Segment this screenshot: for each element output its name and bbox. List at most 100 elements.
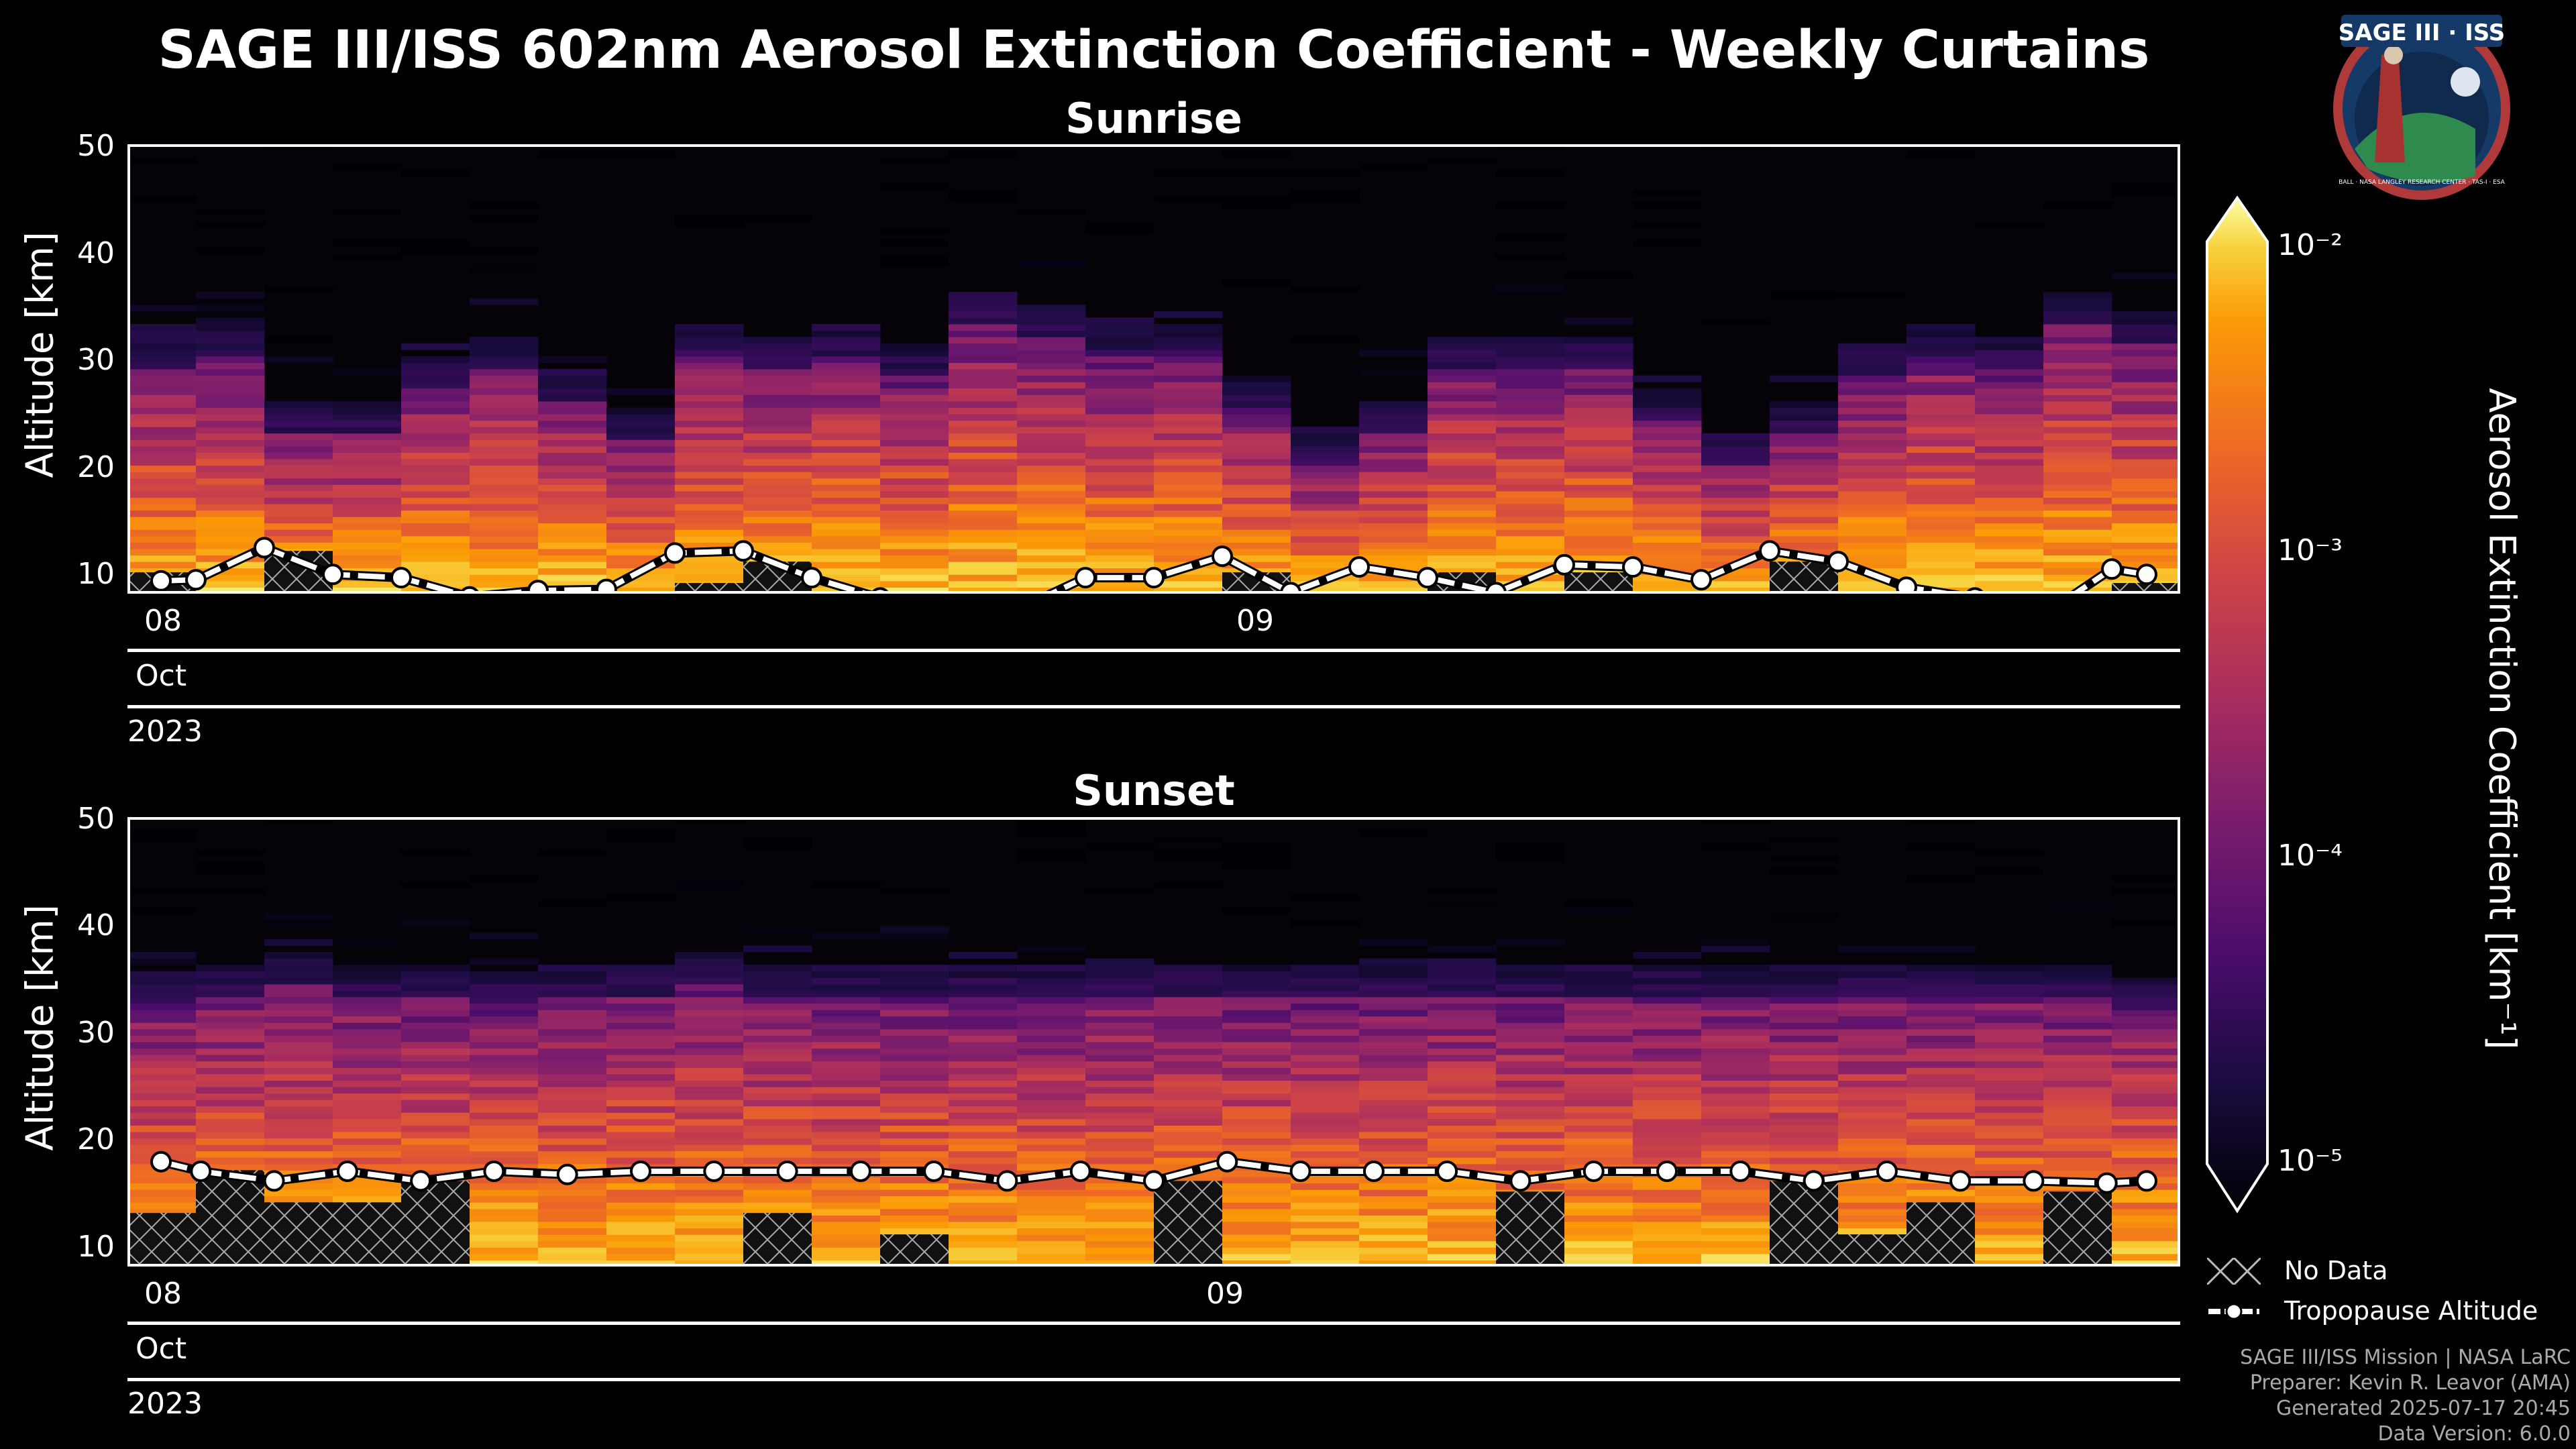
heatmap-cell bbox=[1701, 497, 1770, 504]
heatmap-cell bbox=[1564, 1240, 1633, 1248]
heatmap-cell bbox=[880, 427, 949, 434]
heatmap-cell bbox=[1633, 1028, 1702, 1036]
heatmap-cell bbox=[812, 1253, 881, 1260]
heatmap-cell bbox=[1291, 465, 1360, 472]
heatmap-cell bbox=[1770, 465, 1839, 472]
sunset-year-label: 2023 bbox=[127, 1387, 203, 1421]
heatmap-cell bbox=[812, 1157, 881, 1165]
heatmap-cell bbox=[1359, 990, 1428, 998]
heatmap-cell bbox=[1291, 484, 1360, 492]
heatmap-cell bbox=[401, 1028, 470, 1036]
heatmap-cell bbox=[196, 445, 265, 453]
heatmap-cell bbox=[1496, 1157, 1565, 1165]
heatmap-cell bbox=[1222, 375, 1291, 382]
heatmap-cell bbox=[1222, 1042, 1291, 1049]
heatmap-cell bbox=[1701, 977, 1770, 985]
sunrise-month-axis bbox=[127, 649, 2180, 652]
heatmap-cell bbox=[949, 971, 1018, 978]
heatmap-cell bbox=[2112, 1003, 2180, 1010]
heatmap-cell bbox=[949, 1228, 1018, 1235]
heatmap-cell bbox=[1564, 1157, 1633, 1165]
heatmap-cell bbox=[949, 1016, 1018, 1023]
heatmap-cell bbox=[949, 305, 1018, 312]
heatmap-cell bbox=[675, 1189, 744, 1197]
heatmap-cell bbox=[1359, 1099, 1428, 1107]
heatmap-cell bbox=[606, 433, 676, 440]
heatmap-cell bbox=[880, 523, 949, 530]
heatmap-cell bbox=[1838, 523, 1907, 530]
heatmap-cell bbox=[812, 517, 881, 524]
heatmap-cell bbox=[1496, 1118, 1565, 1126]
heatmap-cell bbox=[1222, 1202, 1291, 1210]
heatmap-cell bbox=[538, 1208, 607, 1216]
heatmap-cell bbox=[1975, 1170, 2044, 1177]
heatmap-cell bbox=[1633, 510, 1702, 517]
heatmap-cell bbox=[1359, 1183, 1428, 1190]
heatmap-cell bbox=[264, 285, 333, 292]
heatmap-cell bbox=[1359, 1189, 1428, 1197]
tropopause-point bbox=[190, 1161, 212, 1182]
heatmap-cell bbox=[538, 420, 607, 427]
heatmap-cell bbox=[1428, 504, 1497, 511]
heatmap-cell bbox=[743, 1183, 812, 1190]
heatmap-cell bbox=[1359, 997, 1428, 1004]
heatmap-cell bbox=[743, 388, 812, 395]
heatmap-cell bbox=[1770, 1048, 1839, 1055]
heatmap-cell bbox=[1017, 305, 1086, 312]
heatmap-cell bbox=[1291, 1042, 1360, 1049]
heatmap-cell bbox=[1017, 823, 1086, 830]
heatmap-cell bbox=[1770, 497, 1839, 504]
heatmap-cell bbox=[1154, 1118, 1223, 1126]
heatmap-cell bbox=[812, 971, 881, 978]
heatmap-cell bbox=[2043, 497, 2112, 504]
heatmap-cell bbox=[1222, 1106, 1291, 1113]
heatmap-cell bbox=[538, 1240, 607, 1248]
heatmap-cell bbox=[812, 977, 881, 985]
heatmap-cell bbox=[1428, 542, 1497, 549]
heatmap-cell bbox=[1701, 1228, 1770, 1235]
heatmap-cell bbox=[1564, 1028, 1633, 1036]
heatmap-cell bbox=[1154, 1144, 1223, 1152]
heatmap-cell bbox=[880, 369, 949, 376]
heatmap-cell bbox=[1496, 542, 1565, 549]
heatmap-cell bbox=[1633, 1073, 1702, 1081]
heatmap-cell bbox=[196, 977, 265, 985]
heatmap-cell bbox=[196, 862, 265, 869]
heatmap-cell bbox=[264, 1118, 333, 1126]
heatmap-cell bbox=[1085, 958, 1155, 965]
heatmap-cell bbox=[2112, 1022, 2180, 1030]
heatmap-cell bbox=[1975, 1222, 2044, 1229]
heatmap-cell bbox=[333, 1010, 402, 1017]
heatmap-cell bbox=[949, 1150, 1018, 1158]
heatmap-cell bbox=[880, 1022, 949, 1030]
heatmap-cell bbox=[1428, 388, 1497, 395]
heatmap-cell bbox=[949, 1028, 1018, 1036]
heatmap-cell bbox=[1701, 452, 1770, 460]
heatmap-cell bbox=[675, 343, 744, 350]
heatmap-cell bbox=[949, 439, 1018, 447]
heatmap-cell bbox=[1701, 478, 1770, 485]
heatmap-cell bbox=[470, 1132, 539, 1139]
heatmap-cell bbox=[401, 529, 470, 537]
heatmap-cell bbox=[1359, 490, 1428, 498]
heatmap-cell bbox=[606, 529, 676, 537]
heatmap-cell bbox=[1085, 1215, 1155, 1222]
heatmap-cell bbox=[470, 1016, 539, 1023]
heatmap-cell bbox=[949, 420, 1018, 427]
heatmap-cell bbox=[1564, 317, 1633, 325]
heatmap-cell bbox=[1085, 535, 1155, 543]
heatmap-cell bbox=[1359, 1138, 1428, 1145]
heatmap-cell bbox=[1017, 260, 1086, 267]
heatmap-cell bbox=[1085, 1195, 1155, 1203]
heatmap-cell bbox=[1428, 356, 1497, 363]
heatmap-cell bbox=[1496, 971, 1565, 978]
heatmap-cell bbox=[880, 445, 949, 453]
heatmap-cell bbox=[1907, 388, 1976, 395]
heatmap-cell bbox=[1633, 452, 1702, 460]
heatmap-cell bbox=[1154, 523, 1223, 530]
heatmap-cell bbox=[1154, 484, 1223, 492]
heatmap-cell bbox=[1154, 1106, 1223, 1113]
heatmap-cell bbox=[538, 900, 607, 908]
heatmap-cell bbox=[880, 1048, 949, 1055]
heatmap-cell bbox=[1017, 439, 1086, 447]
